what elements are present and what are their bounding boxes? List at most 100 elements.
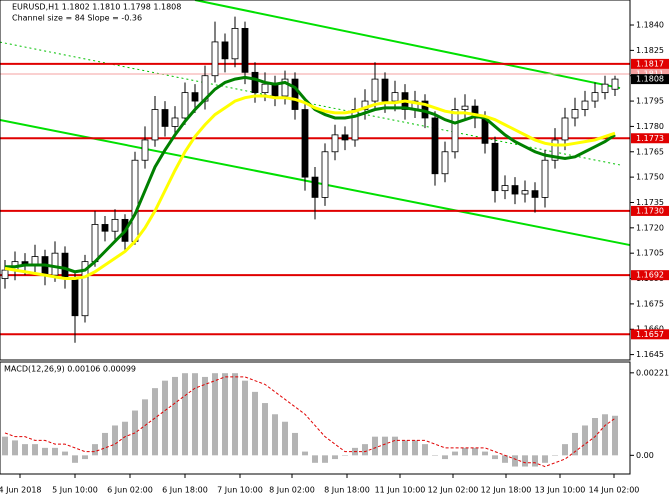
level-tag-label: 1.1808: [636, 75, 664, 84]
y-tick-label: 1.1825: [636, 46, 664, 55]
candle-body: [561, 117, 569, 141]
macd-bar: [392, 436, 398, 456]
x-tick-label: 4 Jun 2018: [0, 486, 42, 495]
candle-body: [441, 151, 449, 175]
candle-body: [261, 83, 269, 94]
macd-bar: [112, 425, 118, 456]
macd-bar: [92, 444, 98, 456]
x-tick-label: 8 Jun 18:00: [324, 486, 370, 495]
macd-bar: [102, 432, 108, 456]
macd-bar: [122, 421, 128, 456]
macd-bar: [162, 380, 168, 456]
macd-bar: [442, 455, 448, 460]
candle-body: [211, 41, 219, 77]
x-tick-label: 13 Jun 10:00: [535, 486, 586, 495]
candle-body: [171, 117, 179, 127]
candle-body: [291, 78, 299, 110]
candle-body: [331, 134, 339, 153]
macd-bar: [192, 373, 198, 456]
x-tick-label: 11 Jun 10:00: [375, 486, 426, 495]
macd-bar: [562, 444, 568, 456]
candle-body: [591, 92, 599, 102]
macd-y-tick-label: 0.00: [636, 451, 654, 460]
y-tick-label: 1.1750: [636, 173, 664, 182]
x-tick-label: 14 Jun 02:00: [589, 486, 640, 495]
candle-body: [481, 117, 489, 144]
macd-bar: [532, 455, 538, 467]
y-tick-label: 1.1765: [636, 147, 664, 156]
candle-body: [101, 224, 109, 232]
x-tick-label: 12 Jun 02:00: [428, 486, 479, 495]
macd-bar: [382, 436, 388, 456]
macd-bar: [522, 455, 528, 467]
candle-body: [271, 83, 279, 97]
macd-bar: [552, 455, 558, 456]
macd-bar: [22, 444, 28, 456]
macd-bar: [402, 440, 408, 456]
macd-bar: [412, 440, 418, 456]
macd-signal: [4, 376, 616, 468]
macd-bar: [322, 455, 328, 463]
macd-bar: [542, 455, 548, 463]
candle-body: [81, 261, 89, 317]
macd-bar: [582, 425, 588, 456]
macd-bar: [152, 388, 158, 456]
macd-title: MACD(12,26,9) 0.00106 0.00099: [4, 365, 136, 374]
candle-body: [111, 218, 119, 232]
candle-body: [61, 252, 69, 279]
macd-bar: [572, 432, 578, 456]
candle-body: [381, 78, 389, 102]
macd-bar: [362, 444, 368, 456]
y-tick-label: 1.1735: [636, 198, 664, 207]
candle-body: [51, 252, 59, 276]
macd-bar: [232, 373, 238, 456]
macd-bar: [262, 403, 268, 456]
macd-bar: [72, 455, 78, 463]
candle-body: [321, 151, 329, 198]
macd-bar: [242, 380, 248, 456]
macd-bar: [42, 447, 48, 456]
macd-bar: [2, 436, 8, 456]
x-tick-label: 5 Jun 10:00: [52, 486, 98, 495]
level-tag-label: 1.1657: [636, 330, 664, 339]
candle-body: [541, 159, 549, 198]
y-tick-label: 1.1645: [636, 350, 664, 359]
main-frame: [0, 0, 631, 361]
candle-body: [191, 92, 199, 102]
macd-frame: [0, 361, 631, 475]
macd-y-tick-label: 0.00221: [636, 368, 669, 377]
candle-body: [531, 190, 539, 198]
candle-body: [241, 27, 249, 73]
macd-bar: [472, 447, 478, 456]
candle-body: [221, 41, 229, 60]
candle-body: [521, 190, 529, 195]
moving-average: [4, 94, 616, 281]
y-tick-label: 1.1720: [636, 223, 664, 232]
y-tick-label: 1.1780: [636, 122, 664, 131]
level-tag: [631, 205, 669, 216]
macd-bar: [512, 455, 518, 467]
macd-bar: [222, 373, 228, 456]
macd-bar: [172, 376, 178, 456]
macd-bar: [212, 373, 218, 456]
candle-body: [371, 78, 379, 102]
candle-body: [1, 269, 9, 279]
macd-bar: [52, 447, 58, 456]
level-tag: [631, 58, 669, 69]
macd-bar: [602, 414, 608, 456]
macd-bar: [202, 376, 208, 456]
level-tag-label: 1.1817: [636, 59, 664, 68]
macd-bar: [282, 421, 288, 456]
macd-bar: [462, 447, 468, 456]
level-tag: [631, 74, 669, 85]
candle-body: [471, 105, 479, 119]
macd-bar: [302, 451, 308, 456]
y-tick-label: 1.1795: [636, 97, 664, 106]
x-tick-label: 6 Jun 02:00: [107, 486, 153, 495]
level-tag-label: 1.1730: [636, 206, 664, 215]
candle-body: [91, 224, 99, 263]
macd-bar: [272, 414, 278, 456]
